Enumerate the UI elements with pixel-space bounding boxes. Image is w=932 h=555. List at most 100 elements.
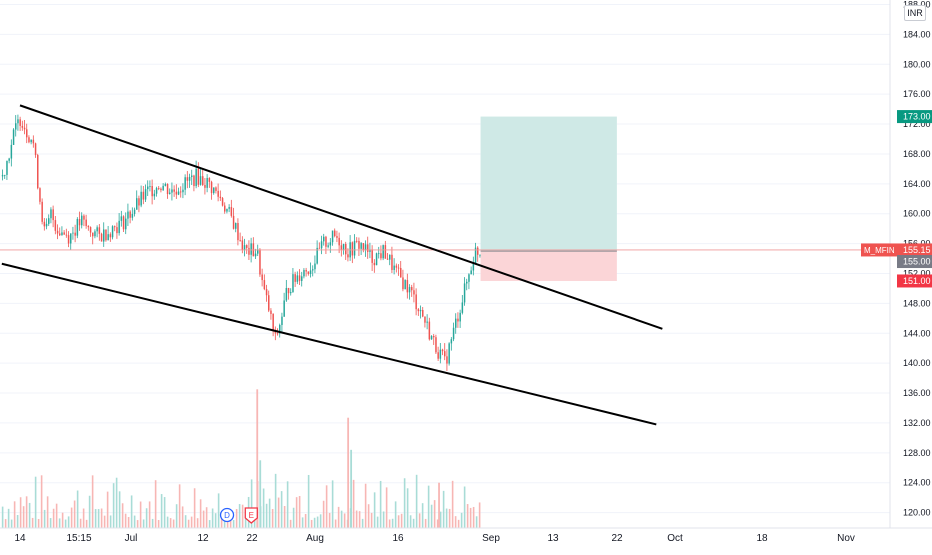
candle <box>120 216 123 221</box>
x-tick-label: Nov <box>837 533 855 544</box>
candle <box>342 243 345 250</box>
candle <box>369 249 371 252</box>
candle <box>294 274 296 282</box>
candle <box>441 349 444 352</box>
volume-bar <box>451 480 454 528</box>
volume-bar <box>442 490 445 528</box>
candle <box>48 218 50 224</box>
candle <box>461 302 464 313</box>
volume-bar <box>70 507 73 528</box>
volume-bar <box>205 507 208 528</box>
candle <box>23 127 26 130</box>
candles <box>1 114 481 372</box>
candle <box>144 189 147 200</box>
candle <box>10 144 13 159</box>
y-tick-label: 152.00 <box>903 268 931 278</box>
volume-bar <box>82 508 85 528</box>
volume-bar <box>433 500 436 528</box>
candle <box>283 300 285 317</box>
volume-bar <box>97 509 100 528</box>
volume-bar <box>376 516 379 528</box>
candle <box>177 191 180 195</box>
candle <box>433 336 435 338</box>
candle <box>83 215 85 220</box>
candle <box>380 253 382 259</box>
candle <box>356 240 358 242</box>
candle <box>202 176 204 185</box>
candle <box>94 231 96 237</box>
volume-bar <box>157 520 160 528</box>
candle <box>459 312 461 322</box>
volume-bar <box>283 506 286 528</box>
candle <box>151 186 153 197</box>
candle <box>452 327 455 340</box>
volume-bar <box>379 480 382 528</box>
volume-bar <box>307 474 310 528</box>
volume-bar <box>385 487 388 528</box>
volume-bar <box>154 480 157 528</box>
candle <box>215 187 217 191</box>
y-tick-label: 120.00 <box>903 508 931 518</box>
candle <box>358 240 360 249</box>
candle <box>424 316 426 323</box>
volume-bar <box>160 494 163 528</box>
volume-bar <box>298 496 301 528</box>
volume-bar <box>436 519 439 528</box>
volume-bar <box>49 518 52 528</box>
candle <box>378 253 380 255</box>
volume-bar <box>259 460 262 528</box>
currency-badge[interactable]: INR <box>904 5 926 21</box>
candle <box>391 254 393 270</box>
volume-bar <box>466 504 469 528</box>
candle <box>107 234 109 241</box>
volume-bar <box>52 508 55 528</box>
candle <box>52 209 54 221</box>
candle <box>364 244 367 251</box>
x-tick-label: Aug <box>306 533 324 544</box>
volume-bar <box>139 501 142 528</box>
y-tick-label: 144.00 <box>903 328 931 338</box>
x-tick-label: 13 <box>547 533 559 544</box>
candle <box>180 191 182 193</box>
candle <box>17 119 19 124</box>
candle <box>193 175 195 187</box>
candle <box>224 205 226 212</box>
candle <box>422 309 424 317</box>
volume-bar <box>169 518 172 528</box>
volume-bar <box>106 491 109 528</box>
y-tick-label: 168.00 <box>903 149 931 159</box>
candle <box>125 218 127 230</box>
volume-bar <box>265 503 268 528</box>
candle <box>386 258 389 260</box>
candle <box>166 183 169 194</box>
candle <box>375 253 378 266</box>
volume-bar <box>151 518 154 528</box>
volume-bar <box>424 518 427 528</box>
y-tick-label: 132.00 <box>903 418 931 428</box>
volume-bar <box>16 515 19 528</box>
y-tick-label: 128.00 <box>903 448 931 458</box>
volume-bar <box>172 519 175 528</box>
candle <box>285 287 288 301</box>
volume-bar <box>22 506 25 528</box>
volume-bar <box>358 511 361 528</box>
volume-bar <box>409 515 412 528</box>
volume-bar <box>220 515 223 528</box>
candle <box>226 208 228 212</box>
volume-bar <box>103 515 106 528</box>
volume-bar <box>76 490 79 528</box>
candle <box>250 243 252 255</box>
x-tick-label: 14 <box>14 533 26 544</box>
x-tick-label: 15:15 <box>66 533 91 544</box>
candle <box>472 263 475 271</box>
volume-bar <box>394 501 397 528</box>
candle <box>228 207 230 209</box>
candle <box>155 188 158 194</box>
candle <box>292 274 294 293</box>
candle <box>153 193 156 197</box>
volume-bar <box>64 519 67 528</box>
volume-bar <box>7 508 10 528</box>
y-tick-label: 188.00 <box>903 0 931 10</box>
